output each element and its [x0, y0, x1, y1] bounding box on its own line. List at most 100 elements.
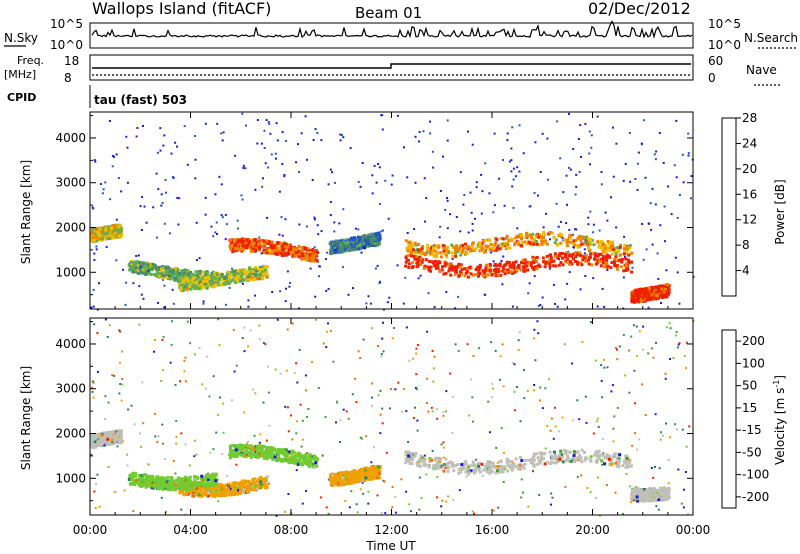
- velocity-noise-cell: [548, 378, 551, 381]
- power-noise-cell: [547, 178, 550, 181]
- power-noise-cell: [648, 222, 651, 225]
- velocity-feature-cell: [250, 487, 254, 491]
- power-feature-cell: [215, 272, 219, 276]
- power-noise-cell: [654, 203, 657, 206]
- power-feature-cell: [409, 243, 413, 247]
- power-noise-cell: [549, 238, 551, 241]
- power-feature-cell: [407, 265, 411, 269]
- power-feature-cell: [448, 263, 452, 267]
- power-feature-cell: [599, 257, 603, 261]
- velocity-noise-cell: [675, 334, 678, 337]
- power-noise-cell: [664, 240, 666, 243]
- power-colorbar-frame: [721, 117, 737, 297]
- velocity-noise-cell: [311, 361, 313, 364]
- velocity-feature-cell: [90, 433, 94, 437]
- freq-label: Freq.: [17, 54, 44, 67]
- power-noise-cell: [382, 308, 385, 311]
- power-noise-cell: [371, 174, 374, 177]
- velocity-noise-cell: [647, 352, 650, 355]
- power-noise-cell: [449, 213, 451, 216]
- velocity-noise-cell: [226, 474, 229, 477]
- power-feature-cell: [236, 274, 240, 278]
- power-feature-cell: [236, 247, 239, 251]
- power-noise-cell: [298, 171, 301, 173]
- power-feature-cell: [556, 243, 560, 247]
- velocity-noise-cell: [622, 334, 625, 336]
- power-noise-cell: [681, 153, 684, 156]
- power-noise-cell: [327, 183, 330, 186]
- power-noise-cell: [283, 174, 286, 176]
- power-noise-cell: [615, 142, 618, 145]
- power-noise-cell: [375, 181, 378, 184]
- velocity-noise-cell: [217, 500, 220, 503]
- nsearch-label: N.Search: [744, 31, 798, 45]
- power-noise-cell: [402, 302, 405, 305]
- power-feature-cell: [638, 294, 642, 297]
- power-noise-cell: [256, 119, 259, 121]
- power-feature-cell: [204, 281, 208, 285]
- velocity-feature-cell: [230, 484, 234, 488]
- velocity-noise-cell: [377, 394, 380, 397]
- power-feature-cell: [160, 273, 164, 277]
- power-feature-cell: [471, 273, 475, 277]
- velocity-noise-cell: [465, 475, 468, 478]
- power-noise-cell: [506, 132, 509, 135]
- power-noise-cell: [381, 128, 384, 131]
- power-noise-cell: [260, 142, 263, 145]
- power-feature-cell: [91, 228, 95, 232]
- velocity-feature-cell: [200, 494, 204, 498]
- velocity-noise-cell: [520, 478, 523, 481]
- power-noise-cell: [159, 127, 162, 130]
- power-noise-cell: [276, 139, 279, 142]
- power-noise-cell: [162, 278, 164, 281]
- velocity-noise-cell: [184, 443, 187, 446]
- power-ytick-label: 4000: [55, 131, 86, 145]
- power-feature-cell: [450, 243, 454, 247]
- power-noise-cell: [492, 211, 495, 214]
- power-feature-cell: [276, 241, 280, 244]
- power-colorbar-label: Power [dB]: [773, 179, 787, 244]
- power-feature-cell: [233, 243, 237, 247]
- power-noise-cell: [647, 306, 650, 309]
- power-feature-cell: [283, 248, 287, 252]
- power-feature-cell: [559, 235, 563, 239]
- velocity-noise-cell: [441, 499, 444, 502]
- power-feature-cell: [563, 238, 567, 242]
- power-feature-cell: [441, 251, 445, 255]
- power-feature-cell: [235, 279, 239, 283]
- velocity-noise-cell: [189, 342, 192, 345]
- power-feature-cell: [477, 268, 481, 272]
- power-feature-cell: [520, 241, 524, 244]
- power-feature-cell: [258, 266, 262, 269]
- power-feature-cell: [584, 254, 588, 258]
- nave-label: Nave: [746, 63, 777, 77]
- power-noise-cell: [510, 147, 513, 150]
- velocity-feature-cell: [199, 488, 203, 492]
- power-noise-cell: [145, 221, 148, 224]
- velocity-noise-cell: [96, 370, 99, 373]
- power-noise-cell: [288, 285, 291, 288]
- velocity-feature-cell: [264, 479, 268, 483]
- power-feature-cell: [492, 245, 496, 249]
- power-feature-cell: [517, 242, 521, 246]
- velocity-noise-cell: [370, 461, 373, 464]
- power-feature-cell: [249, 246, 253, 250]
- power-feature-cell: [178, 277, 182, 281]
- power-noise-cell: [566, 282, 569, 285]
- velocity-noise-cell: [612, 427, 615, 430]
- velocity-noise-cell: [367, 490, 370, 493]
- power-noise-cell: [325, 289, 328, 292]
- power-noise-cell: [186, 163, 189, 166]
- velocity-noise-cell: [458, 489, 461, 492]
- power-noise-cell: [522, 152, 525, 155]
- power-feature-cell: [214, 277, 218, 281]
- velocity-noise-cell: [490, 396, 493, 399]
- velocity-noise-cell: [121, 378, 124, 380]
- power-noise-cell: [92, 207, 95, 210]
- power-feature-cell: [495, 246, 499, 250]
- velocity-feature-cell: [204, 490, 208, 494]
- velocity-noise-cell: [253, 434, 256, 437]
- power-noise-cell: [90, 306, 93, 309]
- power-noise-cell: [592, 277, 595, 280]
- power-feature-cell: [245, 238, 249, 242]
